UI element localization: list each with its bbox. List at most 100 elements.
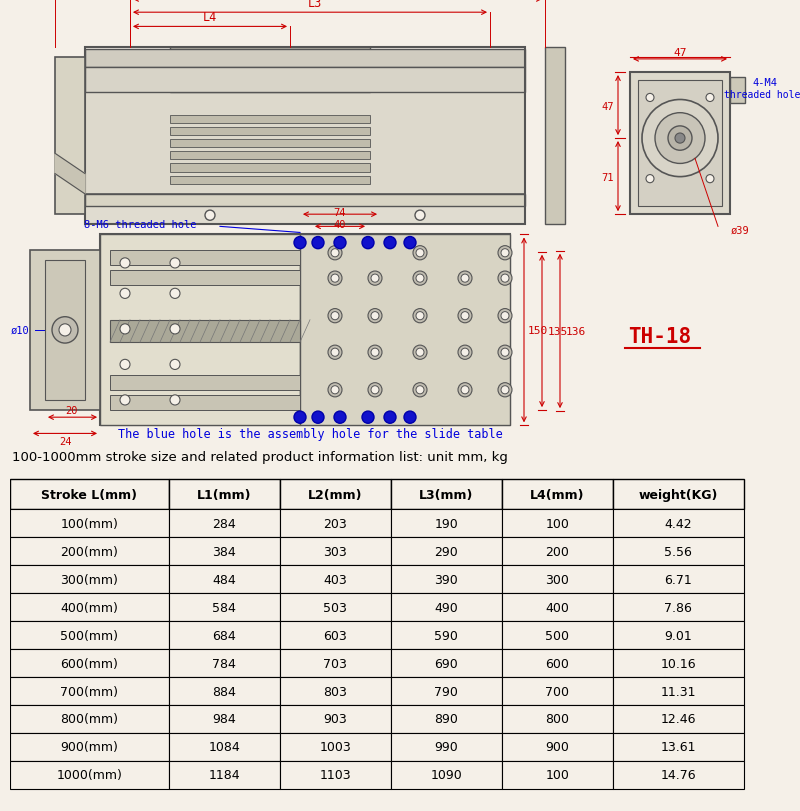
Bar [280, 565, 390, 594]
Bar [638, 81, 722, 207]
Text: 584: 584 [212, 601, 236, 614]
Text: Stroke L(mm): Stroke L(mm) [42, 488, 138, 501]
Text: 9.01: 9.01 [665, 629, 692, 642]
Circle shape [331, 349, 339, 357]
Bar [390, 705, 502, 733]
Text: 884: 884 [212, 684, 236, 697]
Text: 484: 484 [213, 573, 236, 586]
Bar [169, 565, 280, 594]
Circle shape [413, 345, 427, 360]
Text: 20: 20 [66, 406, 78, 415]
Circle shape [498, 272, 512, 285]
Circle shape [371, 349, 379, 357]
Circle shape [120, 259, 130, 268]
Bar [613, 621, 744, 650]
Bar [169, 594, 280, 621]
Bar [613, 480, 744, 510]
Text: 284: 284 [213, 517, 236, 530]
Bar [613, 594, 744, 621]
Circle shape [416, 349, 424, 357]
Bar [170, 139, 370, 148]
Bar [100, 235, 300, 426]
Bar [10, 761, 169, 789]
Text: 190: 190 [434, 517, 458, 530]
Circle shape [371, 386, 379, 394]
Bar [280, 650, 390, 677]
Text: 100: 100 [546, 517, 569, 530]
Text: 40: 40 [334, 220, 346, 230]
Text: 1000(mm): 1000(mm) [56, 768, 122, 782]
Text: L2(mm): L2(mm) [308, 488, 362, 501]
Text: 690: 690 [434, 657, 458, 670]
Circle shape [120, 289, 130, 299]
Circle shape [52, 317, 78, 344]
Bar [169, 538, 280, 565]
Text: 5.56: 5.56 [665, 545, 692, 558]
Bar [110, 395, 300, 410]
Text: 784: 784 [212, 657, 236, 670]
Text: 74: 74 [334, 208, 346, 218]
Bar [613, 565, 744, 594]
Bar [390, 510, 502, 538]
Bar [169, 733, 280, 761]
Text: 14.76: 14.76 [661, 768, 696, 782]
Text: 4-M4: 4-M4 [753, 78, 778, 88]
Circle shape [675, 134, 685, 144]
Text: 790: 790 [434, 684, 458, 697]
Bar [280, 510, 390, 538]
Circle shape [461, 312, 469, 320]
Circle shape [461, 386, 469, 394]
Text: 903: 903 [323, 713, 347, 726]
Bar [390, 733, 502, 761]
Text: L3(mm): L3(mm) [419, 488, 474, 501]
Text: The blue hole is the assembly hole for the slide table: The blue hole is the assembly hole for t… [118, 427, 502, 440]
Text: 803: 803 [323, 684, 347, 697]
Circle shape [458, 309, 472, 324]
Bar [10, 621, 169, 650]
Circle shape [170, 360, 180, 370]
Circle shape [384, 411, 396, 423]
Bar [170, 116, 370, 124]
Text: 384: 384 [213, 545, 236, 558]
Text: L4(mm): L4(mm) [530, 488, 585, 501]
Text: 400(mm): 400(mm) [60, 601, 118, 614]
Bar [730, 78, 745, 104]
Bar [390, 594, 502, 621]
Bar [613, 510, 744, 538]
Circle shape [368, 309, 382, 324]
Bar [169, 705, 280, 733]
Bar [280, 538, 390, 565]
Circle shape [416, 275, 424, 283]
Circle shape [501, 275, 509, 283]
Bar [280, 621, 390, 650]
Circle shape [655, 114, 705, 164]
Bar [630, 73, 730, 215]
Bar [390, 650, 502, 677]
Bar [169, 480, 280, 510]
Text: 11.31: 11.31 [661, 684, 696, 697]
Bar [10, 650, 169, 677]
Circle shape [120, 360, 130, 370]
Bar [85, 93, 525, 195]
Text: 100-1000mm stroke size and related product information list: unit mm, kg: 100-1000mm stroke size and related produ… [12, 450, 507, 463]
Text: 500: 500 [545, 629, 569, 642]
Circle shape [328, 272, 342, 285]
Text: 1184: 1184 [209, 768, 240, 782]
Text: threaded hole: threaded hole [724, 90, 800, 101]
Circle shape [170, 324, 180, 334]
Circle shape [458, 383, 472, 397]
Bar [169, 650, 280, 677]
Bar [100, 235, 510, 426]
Text: 590: 590 [434, 629, 458, 642]
Bar [390, 761, 502, 789]
Bar [170, 152, 370, 161]
Text: 703: 703 [323, 657, 347, 670]
Text: 13.61: 13.61 [661, 740, 696, 753]
Circle shape [501, 386, 509, 394]
Bar [613, 733, 744, 761]
Bar [110, 375, 300, 390]
Text: TH-18: TH-18 [629, 327, 691, 346]
Bar [45, 260, 85, 401]
Bar [170, 48, 370, 68]
Text: 700: 700 [545, 684, 569, 697]
